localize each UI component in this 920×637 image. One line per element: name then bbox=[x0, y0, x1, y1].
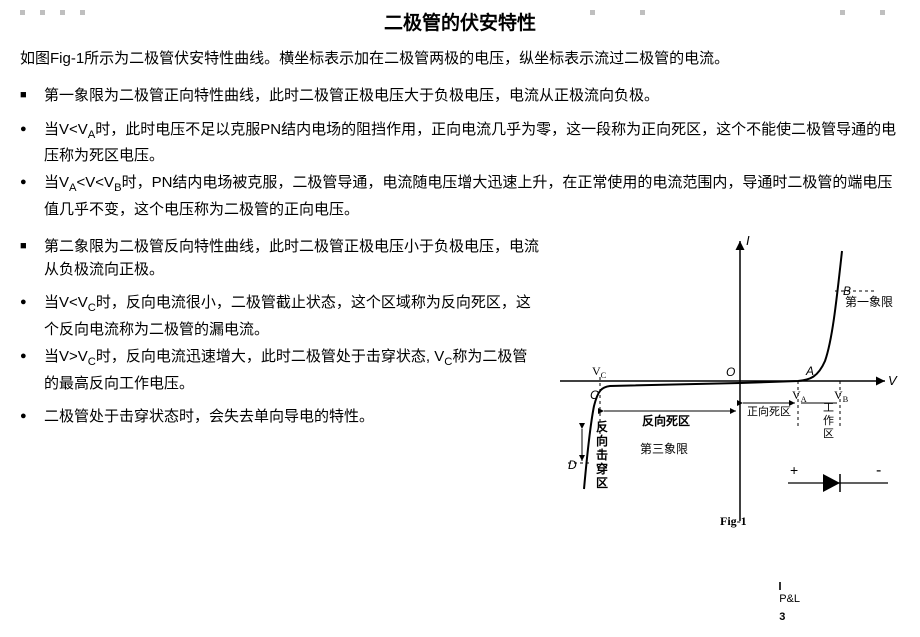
bullet-dot-5: 二极管处于击穿状态时，会失去单向导电的特性。 bbox=[20, 405, 542, 428]
dot-marker-icon bbox=[20, 291, 44, 314]
page-title: 二极管的伏安特性 bbox=[20, 8, 900, 35]
square-marker-icon bbox=[20, 235, 44, 258]
bullet-square-1: 第一象限为二极管正向特性曲线，此时二极管正极电压大于负极电压，电流从正极流向负极… bbox=[20, 84, 900, 107]
svg-text:C: C bbox=[590, 388, 599, 402]
svg-text:区: 区 bbox=[823, 428, 834, 440]
slide-root: 二极管的伏安特性 如图Fig-1所示为二极管伏安特性曲线。横坐标表示加在二极管两… bbox=[0, 0, 920, 637]
svg-text:A: A bbox=[805, 364, 814, 378]
bullet-text: 第一象限为二极管正向特性曲线，此时二极管正极电压大于负极电压，电流从正极流向负极… bbox=[44, 84, 900, 107]
diagram-svg: IVOVAVBVCABCD第一象限第三象限正向死区工作区反向死区反向击穿区Fig… bbox=[550, 231, 900, 531]
text-frag: 时，此时电压不足以克服PN结内电场的阻挡作用，正向电流几乎为零，这一段称为正向死… bbox=[44, 121, 896, 164]
svg-text:穿: 穿 bbox=[596, 461, 608, 476]
footer-label: P&L bbox=[779, 592, 800, 607]
svg-text:反: 反 bbox=[596, 419, 608, 434]
bullet-text: 当VA<V<VB时，PN结内电场被克服，二极管导通，电流随电压增大迅速上升，在正… bbox=[44, 171, 900, 221]
bullet-text: 当V<VA时，此时电压不足以克服PN结内电场的阻挡作用，正向电流几乎为零，这一段… bbox=[44, 118, 900, 168]
svg-text:区: 区 bbox=[596, 476, 608, 490]
bullet-text: 当V<VC时，反向电流很小，二极管截止状态，这个区域称为反向死区，这个反向电流称… bbox=[44, 291, 542, 341]
intro-paragraph: 如图Fig-1所示为二极管伏安特性曲线。横坐标表示加在二极管两极的电压，纵坐标表… bbox=[20, 47, 900, 70]
svg-text:-: - bbox=[876, 462, 881, 479]
bullet-text: 当V>VC时，反向电流迅速增大，此时二极管处于击穿状态, VC称为二极管的最高反… bbox=[44, 345, 542, 395]
right-column: IVOVAVBVCABCD第一象限第三象限正向死区工作区反向死区反向击穿区Fig… bbox=[550, 231, 900, 531]
text-frag: 当V<V bbox=[44, 121, 88, 138]
svg-text:VC: VC bbox=[592, 364, 607, 380]
svg-text:V: V bbox=[888, 373, 898, 388]
text-frag: 当V bbox=[44, 174, 69, 191]
section-3: 第二象限为二极管反向特性曲线，此时二极管正极电压小于负极电压，电流从负极流向正极… bbox=[20, 235, 542, 282]
footer-tick-icon bbox=[779, 582, 781, 590]
svg-text:第三象限: 第三象限 bbox=[640, 442, 688, 456]
svg-text:D: D bbox=[568, 458, 577, 472]
dot-marker-icon bbox=[20, 171, 44, 194]
text-frag: <V<V bbox=[77, 174, 115, 191]
bullet-square-2: 第二象限为二极管反向特性曲线，此时二极管正极电压小于负极电压，电流从负极流向正极… bbox=[20, 235, 542, 282]
svg-text:VB: VB bbox=[834, 388, 849, 404]
svg-text:击: 击 bbox=[596, 447, 608, 462]
svg-text:O: O bbox=[726, 365, 735, 379]
section-5: 二极管处于击穿状态时，会失去单向导电的特性。 bbox=[20, 405, 542, 428]
svg-text:I: I bbox=[746, 233, 750, 248]
bullet-text: 第二象限为二极管反向特性曲线，此时二极管正极电压小于负极电压，电流从负极流向正极… bbox=[44, 235, 542, 282]
page-number: 3 bbox=[779, 610, 800, 625]
svg-text:正向死区: 正向死区 bbox=[747, 404, 791, 418]
svg-text:Fig-1: Fig-1 bbox=[720, 514, 747, 528]
bullet-text: 二极管处于击穿状态时，会失去单向导电的特性。 bbox=[44, 405, 542, 428]
section-2: 当V<V A 时，此时电压不足以克服PN结内电场的阻挡作用，正向电流几乎为零，这一段… bbox=[20, 118, 900, 221]
svg-text:VA: VA bbox=[792, 388, 807, 404]
svg-text:反向死区: 反向死区 bbox=[642, 413, 690, 428]
text-frag: 时，PN结内电场被克服，二极管导通，电流随电压增大迅速上升，在正常使用的电流范围… bbox=[44, 174, 892, 217]
svg-text:+: + bbox=[790, 462, 798, 478]
text-frag: 当V>V bbox=[44, 348, 88, 365]
svg-text:作: 作 bbox=[823, 414, 834, 427]
section-1: 第一象限为二极管正向特性曲线，此时二极管正极电压大于负极电压，电流从正极流向负极… bbox=[20, 84, 900, 107]
text-frag: 当V<V bbox=[44, 294, 88, 311]
diode-iv-diagram: IVOVAVBVCABCD第一象限第三象限正向死区工作区反向死区反向击穿区Fig… bbox=[550, 231, 900, 531]
svg-text:向: 向 bbox=[596, 433, 608, 448]
text-frag: 时，反向电流很小，二极管截止状态，这个区域称为反向死区，这个反向电流称为二极管的… bbox=[44, 294, 531, 337]
subscript: C bbox=[88, 302, 96, 314]
bullet-dot-3: 当V<VC时，反向电流很小，二极管截止状态，这个区域称为反向死区，这个反向电流称… bbox=[20, 291, 542, 341]
bullet-dot-1: 当V<VA时，此时电压不足以克服PN结内电场的阻挡作用，正向电流几乎为零，这一段… bbox=[20, 118, 900, 168]
bullet-dot-2: 当VA<V<VB时，PN结内电场被克服，二极管导通，电流随电压增大迅速上升，在正… bbox=[20, 171, 900, 221]
subscript: A bbox=[69, 182, 77, 194]
svg-text:第一象限: 第一象限 bbox=[845, 295, 893, 309]
subscript: B bbox=[114, 182, 122, 194]
dot-marker-icon bbox=[20, 118, 44, 141]
bullet-dot-4: 当V>VC时，反向电流迅速增大，此时二极管处于击穿状态, VC称为二极管的最高反… bbox=[20, 345, 542, 395]
two-column-region: 第二象限为二极管反向特性曲线，此时二极管正极电压小于负极电压，电流从负极流向正极… bbox=[20, 231, 900, 531]
square-marker-icon bbox=[20, 84, 44, 107]
text-frag: 时，反向电流迅速增大，此时二极管处于击穿状态, V bbox=[96, 348, 444, 365]
slide-footer: P&L 3 bbox=[779, 582, 800, 625]
section-4: 当V<VC时，反向电流很小，二极管截止状态，这个区域称为反向死区，这个反向电流称… bbox=[20, 291, 542, 394]
svg-text:工: 工 bbox=[823, 402, 834, 414]
subscript: C bbox=[88, 356, 96, 368]
dot-marker-icon bbox=[20, 405, 44, 428]
left-column: 第二象限为二极管反向特性曲线，此时二极管正极电压小于负极电压，电流从负极流向正极… bbox=[20, 231, 550, 531]
dot-marker-icon bbox=[20, 345, 44, 368]
